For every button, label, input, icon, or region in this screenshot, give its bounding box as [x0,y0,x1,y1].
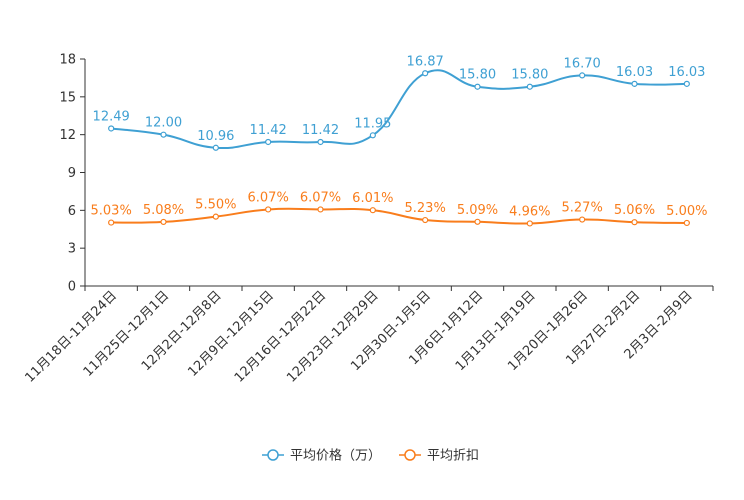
data-label: 6.07% [300,190,341,205]
y-tick-label: 3 [68,242,76,257]
x-tick-label: 12月16日-12月22日 [232,288,329,385]
series-1: 12.49 12.00 10.96 11.42 11.42 11.95 16.87 15.80… [93,54,705,151]
data-point [579,72,586,79]
series-line [111,207,687,225]
data-label: 5.09% [457,203,498,218]
data-point [369,132,376,139]
y-tick-label: 12 [59,128,76,143]
y-tick-label: 15 [59,90,76,105]
y-tick-label: 9 [68,166,76,181]
series-group: 12.49 12.00 10.96 11.42 11.42 11.95 16.87 15.80… [91,54,707,227]
series-2: 5.03% 5.08% 5.50% 6.07% 6.07% 6.01% 5.23% 5.09%… [91,190,707,227]
y-tick-label: 6 [68,204,76,219]
y-tick-label: 0 [68,280,76,295]
x-tick-label: 12月23日-12月29日 [284,288,381,385]
y-tick-label: 18 [59,53,76,68]
data-point [265,138,272,146]
legend-label: 平均价格（万） [290,448,381,464]
legend-item-1[interactable]: 平均价格（万） [262,448,381,464]
data-point [160,218,167,226]
data-label: 10.96 [197,129,234,144]
legend-marker-icon [267,449,279,461]
data-point [212,213,219,220]
data-label: 11.42 [250,123,287,138]
data-label: 16.03 [668,65,705,80]
data-label: 6.07% [248,190,289,205]
data-point [317,138,324,146]
data-point [631,219,638,226]
data-label: 16.03 [616,65,653,80]
data-point [212,144,219,151]
data-label: 5.50% [195,198,236,213]
legend-marker-icon [404,449,416,461]
x-tick-label: 11月18日-11月24日 [23,288,120,385]
data-point [683,80,690,87]
data-label: 11.42 [302,123,339,138]
legend-label: 平均折扣 [427,449,479,464]
data-point [108,125,115,132]
data-point [108,219,115,226]
axes: 036912151811月18日-11月24日11月25日-12月1日12月2日… [23,53,714,386]
data-point [579,216,586,223]
data-label: 16.87 [407,54,444,69]
data-label: 5.03% [91,204,132,219]
data-point [317,206,324,213]
data-point [474,83,481,90]
data-point [631,80,638,87]
data-point [683,219,690,227]
data-point [422,70,429,77]
data-label: 15.80 [511,68,548,83]
data-label: 11.95 [354,116,391,131]
data-point [422,216,429,224]
data-label: 5.23% [405,201,446,216]
data-point [369,207,376,214]
data-label: 12.00 [145,116,182,131]
data-label: 5.00% [666,204,707,219]
legend-item-2[interactable]: 平均折扣 [399,449,479,464]
legend[interactable]: 平均价格（万） 平均折扣 [262,448,479,464]
data-label: 16.70 [564,56,601,71]
data-point [526,83,533,90]
data-point [526,220,533,227]
data-point [265,206,272,213]
data-label: 6.01% [352,191,393,206]
data-label: 5.27% [562,201,603,216]
data-label: 5.08% [143,203,184,218]
data-label: 5.06% [614,203,655,218]
data-label: 4.96% [509,204,550,219]
data-label: 12.49 [93,109,130,124]
data-label: 15.80 [459,68,496,83]
data-point [474,218,481,225]
data-point [160,131,167,138]
